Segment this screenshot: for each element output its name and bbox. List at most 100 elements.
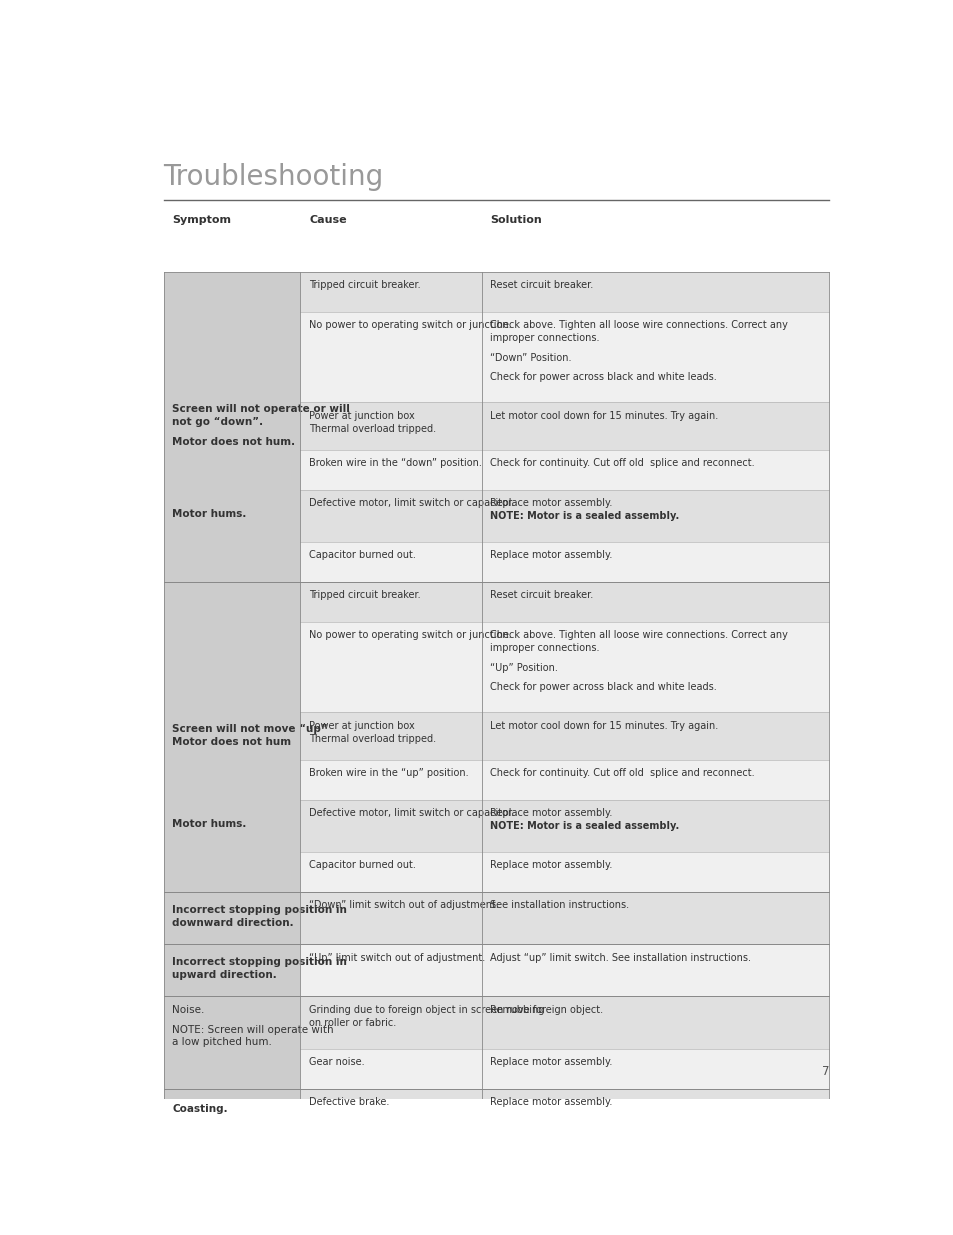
Text: NOTE: Motor is a sealed assembly.: NOTE: Motor is a sealed assembly.	[490, 821, 679, 831]
Bar	[164, 944, 300, 997]
Bar	[300, 760, 481, 799]
Text: See installation instructions.: See installation instructions.	[490, 900, 629, 910]
Text: Tripped circuit breaker.: Tripped circuit breaker.	[309, 590, 420, 600]
Text: Thermal overload tripped.: Thermal overload tripped.	[309, 424, 436, 433]
Text: Check for power across black and white leads.: Check for power across black and white l…	[490, 682, 717, 692]
Bar	[300, 582, 481, 621]
Bar	[300, 944, 481, 997]
Bar	[300, 450, 481, 489]
Text: NOTE: Motor is a sealed assembly.: NOTE: Motor is a sealed assembly.	[490, 511, 679, 521]
Bar	[164, 997, 300, 1089]
Text: Check above. Tighten all loose wire connections. Correct any: Check above. Tighten all loose wire conn…	[490, 630, 787, 640]
Text: Incorrect stopping position in: Incorrect stopping position in	[172, 957, 347, 967]
Text: Power at junction box: Power at junction box	[309, 411, 415, 421]
Text: Grinding due to foreign object in screen rubbing: Grinding due to foreign object in screen…	[309, 1005, 544, 1015]
Bar	[481, 489, 828, 542]
Bar	[300, 272, 481, 311]
Text: Replace motor assembly.: Replace motor assembly.	[490, 551, 612, 561]
Text: Troubleshooting: Troubleshooting	[164, 163, 383, 191]
Bar	[481, 621, 828, 713]
Text: Replace motor assembly.: Replace motor assembly.	[490, 1097, 612, 1108]
Text: Capacitor burned out.: Capacitor burned out.	[309, 861, 416, 871]
Text: Broken wire in the “down” position.: Broken wire in the “down” position.	[309, 458, 481, 468]
Text: 7: 7	[821, 1066, 828, 1078]
Bar	[481, 944, 828, 997]
Text: “Down” limit switch out of adjustment.: “Down” limit switch out of adjustment.	[309, 900, 498, 910]
Text: Power at junction box: Power at junction box	[309, 721, 415, 731]
Text: downward direction.: downward direction.	[172, 918, 294, 927]
Text: Replace motor assembly.: Replace motor assembly.	[490, 808, 612, 818]
Bar	[300, 311, 481, 403]
Text: Let motor cool down for 15 minutes. Try again.: Let motor cool down for 15 minutes. Try …	[490, 721, 718, 731]
Bar	[481, 311, 828, 403]
Text: Motor hums.: Motor hums.	[172, 509, 247, 520]
Text: Check for power across black and white leads.: Check for power across black and white l…	[490, 372, 717, 382]
Bar	[300, 1049, 481, 1089]
Text: Check for continuity. Cut off old  splice and reconnect.: Check for continuity. Cut off old splice…	[490, 458, 754, 468]
Text: Check for continuity. Cut off old  splice and reconnect.: Check for continuity. Cut off old splice…	[490, 768, 754, 778]
Bar	[300, 621, 481, 713]
Bar	[300, 489, 481, 542]
Text: Motor does not hum.: Motor does not hum.	[172, 437, 295, 447]
Bar	[481, 760, 828, 799]
Text: Reset circuit breaker.: Reset circuit breaker.	[490, 590, 593, 600]
Text: Incorrect stopping position in: Incorrect stopping position in	[172, 905, 347, 915]
Bar	[164, 582, 300, 892]
Text: Motor does not hum: Motor does not hum	[172, 737, 292, 747]
Text: Coasting.: Coasting.	[172, 1104, 228, 1114]
Text: Let motor cool down for 15 minutes. Try again.: Let motor cool down for 15 minutes. Try …	[490, 411, 718, 421]
Bar	[481, 1049, 828, 1089]
Bar	[164, 1089, 300, 1131]
Text: Capacitor burned out.: Capacitor burned out.	[309, 551, 416, 561]
Text: Solution: Solution	[490, 215, 541, 225]
Text: Defective motor, limit switch or capacitor.: Defective motor, limit switch or capacit…	[309, 808, 514, 818]
Text: Check above. Tighten all loose wire connections. Correct any: Check above. Tighten all loose wire conn…	[490, 320, 787, 330]
Text: Screen will not operate or will: Screen will not operate or will	[172, 404, 350, 414]
Text: “Down” Position.: “Down” Position.	[490, 353, 571, 363]
Bar	[300, 1089, 481, 1131]
Bar	[481, 713, 828, 760]
Text: upward direction.: upward direction.	[172, 971, 277, 981]
Bar	[481, 272, 828, 311]
Text: Replace motor assembly.: Replace motor assembly.	[490, 1057, 612, 1067]
Bar	[481, 997, 828, 1049]
Text: Cause: Cause	[309, 215, 347, 225]
Bar	[300, 852, 481, 892]
Text: a low pitched hum.: a low pitched hum.	[172, 1037, 272, 1047]
Bar	[481, 892, 828, 944]
Bar	[481, 1089, 828, 1131]
Text: Replace motor assembly.: Replace motor assembly.	[490, 861, 612, 871]
Text: Motor hums.: Motor hums.	[172, 819, 247, 830]
Bar	[300, 997, 481, 1049]
Text: Screen will not move “up”: Screen will not move “up”	[172, 724, 328, 734]
Text: Tripped circuit breaker.: Tripped circuit breaker.	[309, 280, 420, 290]
Bar	[481, 852, 828, 892]
Text: NOTE: Screen will operate with: NOTE: Screen will operate with	[172, 1025, 334, 1035]
Text: Remove foreign object.: Remove foreign object.	[490, 1005, 603, 1015]
Bar	[300, 542, 481, 582]
Text: Noise.: Noise.	[172, 1005, 205, 1015]
Text: Thermal overload tripped.: Thermal overload tripped.	[309, 734, 436, 743]
Text: Symptom: Symptom	[172, 215, 232, 225]
Text: No power to operating switch or junction.: No power to operating switch or junction…	[309, 630, 512, 640]
Bar	[481, 799, 828, 852]
Text: Defective brake.: Defective brake.	[309, 1097, 389, 1108]
Bar	[481, 403, 828, 450]
Text: No power to operating switch or junction.: No power to operating switch or junction…	[309, 320, 512, 330]
Text: Replace motor assembly.: Replace motor assembly.	[490, 498, 612, 508]
Text: not go “down”.: not go “down”.	[172, 417, 263, 427]
Bar	[300, 799, 481, 852]
Bar	[300, 713, 481, 760]
Bar	[481, 542, 828, 582]
Text: Defective motor, limit switch or capacitor.: Defective motor, limit switch or capacit…	[309, 498, 514, 508]
Text: improper connections.: improper connections.	[490, 333, 599, 343]
Text: Adjust “up” limit switch. See installation instructions.: Adjust “up” limit switch. See installati…	[490, 952, 751, 963]
Bar	[164, 272, 300, 582]
Text: Gear noise.: Gear noise.	[309, 1057, 364, 1067]
Bar	[300, 403, 481, 450]
Bar	[164, 892, 300, 944]
Text: Reset circuit breaker.: Reset circuit breaker.	[490, 280, 593, 290]
Bar	[481, 582, 828, 621]
Text: “Up” Position.: “Up” Position.	[490, 663, 558, 673]
Bar	[300, 892, 481, 944]
